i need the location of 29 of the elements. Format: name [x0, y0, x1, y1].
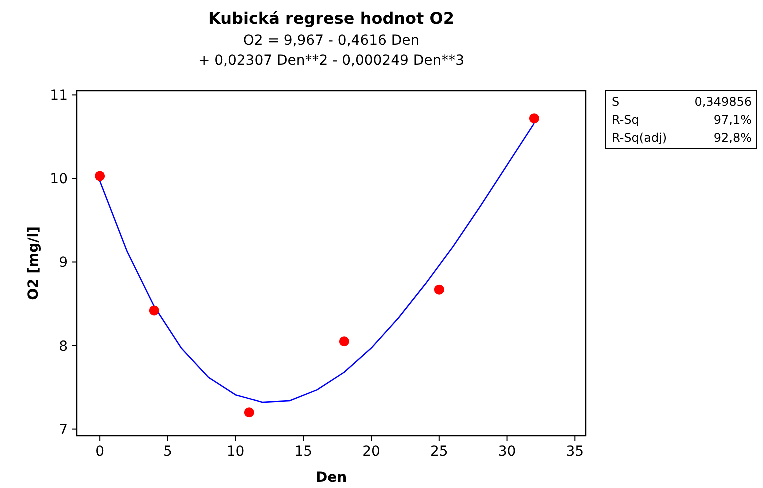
point [95, 171, 106, 182]
chart-title: Kubická regrese hodnot O2 [208, 9, 454, 28]
x-tick-label: 0 [96, 444, 105, 460]
y-tick-label: 9 [59, 255, 68, 272]
x-axis-title: Den [316, 470, 348, 486]
point [244, 408, 254, 418]
y-axis-title: O2 [mg/l] [26, 226, 42, 300]
text: 0,349856 [694, 95, 752, 109]
text: S [612, 95, 620, 109]
x-tick-label: 10 [226, 444, 245, 460]
point [149, 306, 160, 316]
x-tick-label: 5 [163, 444, 172, 460]
chart-subtitle: O2 = 9,967 - 0,4616 Den + 0,02307 Den**2 - 0,000249 Den**3 [198, 33, 465, 69]
text: R-Sq [612, 113, 640, 127]
x-tick-label: 30 [498, 444, 516, 460]
text: R-Sq(adj) [612, 131, 668, 145]
x-tick-label: 25 [430, 444, 448, 460]
y-tick-label: 7 [59, 422, 68, 438]
x-tick-label: 20 [362, 444, 380, 460]
y-tick-label: 11 [50, 88, 68, 104]
point [434, 284, 444, 295]
x-tick-label: 35 [566, 444, 584, 460]
y-tick-label: 10 [50, 172, 68, 188]
x-tick-label: 15 [294, 444, 313, 460]
point [339, 336, 350, 347]
text: 92,8% [714, 131, 752, 145]
point [529, 114, 540, 124]
y-tick-label: 8 [59, 338, 68, 355]
text: 97,1% [714, 113, 752, 127]
